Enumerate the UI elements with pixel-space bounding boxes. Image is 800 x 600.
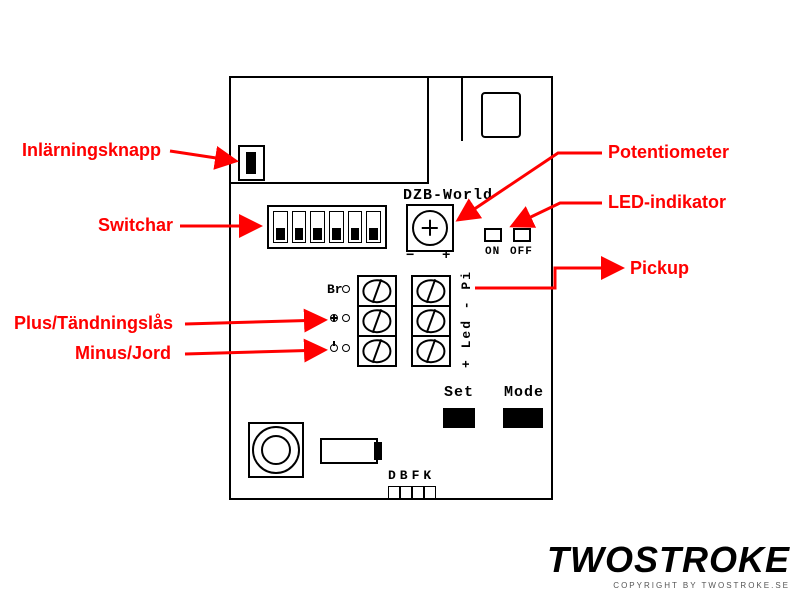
- pin-br-pad: [342, 285, 350, 293]
- twostroke-logo: TWOSTROKE COPYRIGHT BY TWOSTROKE.SE: [547, 539, 790, 590]
- pin-br: Br: [327, 282, 343, 297]
- bottom-chip: [320, 438, 378, 464]
- label-learning-button: Inlärningsknapp: [22, 140, 161, 161]
- top-module: [229, 76, 429, 184]
- led-on: [484, 228, 502, 242]
- side-text-led-pi: + Led - Pi: [459, 270, 474, 368]
- mode-label: Mode: [504, 384, 544, 401]
- capacitor-icon: [252, 426, 300, 474]
- led-off-label: OFF: [510, 246, 533, 258]
- dip-switch-bank[interactable]: [267, 205, 387, 249]
- label-switches: Switchar: [98, 215, 173, 236]
- top-right-notch: [481, 92, 521, 138]
- logo-text: TWOSTROKE: [547, 539, 790, 580]
- gnd-stem: [333, 341, 335, 346]
- dbfk-label: DBFK: [388, 468, 435, 483]
- mode-button[interactable]: [503, 408, 543, 428]
- set-button[interactable]: [443, 408, 475, 428]
- led-on-label: ON: [485, 246, 500, 258]
- led-off: [513, 228, 531, 242]
- pin-plus-v: [333, 315, 335, 321]
- terminal-block-right[interactable]: [411, 275, 451, 367]
- label-plus-ignition: Plus/Tändningslås: [14, 313, 173, 334]
- label-potentiometer: Potentiometer: [608, 142, 729, 163]
- notch-divider: [461, 76, 463, 141]
- terminal-block-left[interactable]: [357, 275, 397, 367]
- brand-text: DZB-World: [403, 187, 493, 204]
- logo-subtext: COPYRIGHT BY TWOSTROKE.SE: [547, 581, 790, 590]
- pin-plus-pad2: [342, 314, 350, 322]
- label-pickup: Pickup: [630, 258, 689, 279]
- potentiometer[interactable]: [406, 204, 454, 252]
- bottom-chip-mark: [374, 442, 382, 460]
- pin-gnd-pad: [342, 344, 350, 352]
- pot-minus: −: [406, 248, 415, 264]
- dbfk-connector: [388, 486, 436, 500]
- label-led-indicator: LED-indikator: [608, 192, 726, 213]
- set-label: Set: [444, 384, 474, 401]
- label-minus-ground: Minus/Jord: [75, 343, 171, 364]
- pot-plus: +: [442, 248, 451, 264]
